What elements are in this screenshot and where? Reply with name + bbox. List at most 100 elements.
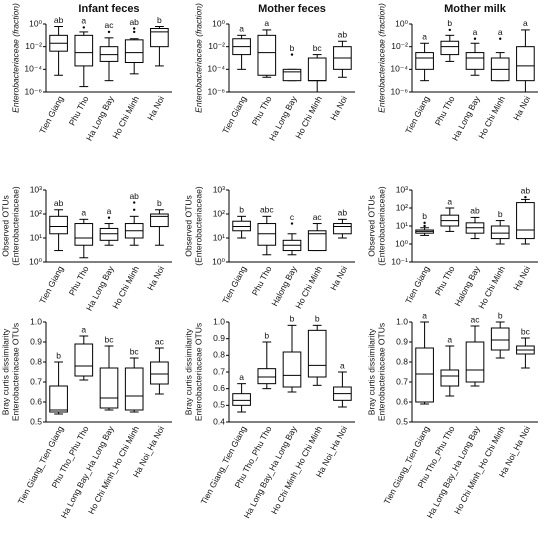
x-tick-label: Tien Giang [220, 94, 248, 135]
y-tick-label: 10⁻⁶ [391, 86, 408, 96]
group-letter: a [447, 196, 452, 206]
outlier [133, 208, 136, 211]
y-tick-label: 10² [213, 208, 225, 218]
group-letter: a [81, 324, 86, 334]
y-axis-label: (Enterobacteriaceae) [193, 186, 203, 266]
box [150, 361, 169, 385]
box [49, 385, 68, 413]
group-letter: abc [260, 205, 274, 215]
box [282, 68, 302, 82]
outlier [133, 201, 136, 204]
outlier [82, 26, 86, 29]
box [124, 39, 144, 64]
group-letter: ab [129, 17, 139, 27]
group-letter: b [498, 310, 503, 320]
y-axis-label: Enterobacteriaceae OTUs [10, 323, 20, 421]
group-letter: a [81, 208, 86, 218]
outlier [290, 222, 294, 225]
box [307, 57, 327, 82]
box [415, 347, 434, 403]
y-tick-label: 10⁻⁴ [207, 64, 225, 74]
y-tick-label: 10² [396, 202, 408, 212]
box [415, 52, 434, 70]
y-tick-label: 1.0 [30, 316, 42, 326]
group-letter: ab [338, 30, 348, 40]
y-tick-label: 0.4 [213, 416, 225, 426]
y-tick-label: 10⁻² [391, 41, 408, 51]
group-letter: a [81, 16, 86, 26]
box [282, 351, 302, 388]
y-tick-label: 10⁻⁶ [25, 86, 42, 96]
box [74, 34, 94, 67]
y-tick-label: 10³ [30, 184, 42, 194]
y-axis-label: Observed OTUs [183, 195, 193, 256]
x-tick-label: Tien Giang [403, 264, 431, 305]
x-tick-label: Ha Noi [328, 264, 349, 292]
outlier [423, 224, 426, 228]
y-tick-label: 0.9 [213, 333, 225, 343]
y-tick-label: 10² [30, 208, 42, 218]
box [232, 220, 251, 232]
group-letter: a [340, 360, 345, 370]
outlier [448, 28, 451, 32]
y-axis-label: (Enterobacteriaceae) [376, 186, 386, 266]
y-tick-label: 0.7 [213, 366, 225, 376]
outlier [524, 195, 527, 199]
box [333, 223, 352, 235]
box [49, 215, 68, 235]
y-tick-label: 10⁻² [25, 41, 42, 51]
group-letter: a [523, 18, 528, 28]
box [307, 329, 327, 378]
y-axis-label: Enterobacteriaceae OTUs [376, 323, 386, 421]
group-letter: b [422, 211, 427, 221]
x-tick-label: Tien Giang_Tien Giang [16, 424, 66, 506]
box [465, 341, 485, 383]
y-tick-label: 10⁰ [212, 18, 225, 28]
x-tick-label: Phu Tho [67, 264, 91, 297]
box [257, 368, 277, 385]
y-axis-label: Bray curtis dissimilarity [0, 328, 10, 415]
group-letter: a [473, 27, 478, 37]
group-letter: a [422, 310, 427, 320]
outlier [107, 30, 111, 34]
outlier [107, 216, 111, 219]
y-tick-label: 0.6 [396, 396, 408, 406]
x-tick-label: Ha Noi [145, 94, 166, 122]
x-tick-label: Ha Noi [511, 264, 532, 292]
group-letter: b [315, 314, 320, 324]
outlier [499, 37, 502, 40]
group-letter: a [264, 18, 269, 28]
group-letter: ac [313, 212, 323, 222]
box [307, 230, 327, 252]
group-letter: b [239, 205, 244, 215]
y-tick-label: 0.6 [213, 383, 225, 393]
group-letter: a [107, 206, 112, 216]
outlier [423, 221, 426, 225]
group-letter: c [290, 212, 295, 222]
x-tick-label: Tien Giang [37, 264, 65, 305]
y-axis-label: Enterobacteriaceae (fraction) [376, 3, 386, 113]
group-letter: b [56, 350, 61, 360]
x-tick-label: Phu Tho [67, 94, 91, 127]
group-letter: a [447, 334, 452, 344]
box [490, 225, 510, 240]
y-tick-label: 10⁻⁶ [208, 86, 225, 96]
box [150, 28, 169, 48]
group-letter: b [498, 209, 503, 219]
x-tick-label: Phu Tho [433, 264, 457, 297]
x-tick-label: Phu Tho [250, 94, 274, 127]
x-tick-label: Tien Giang_Tien Giang [382, 424, 432, 506]
group-letter: bc [105, 334, 115, 344]
y-tick-label: 10⁰ [29, 256, 42, 266]
outlier [133, 27, 136, 30]
group-letter: ab [54, 15, 64, 25]
group-letter: ac [155, 336, 165, 346]
box [232, 393, 251, 406]
y-axis-label: Observed OTUs [366, 195, 376, 256]
x-tick-label: Tien Giang_Tien Giang [199, 424, 249, 506]
y-tick-label: 10⁰ [212, 256, 225, 266]
group-letter: b [290, 43, 295, 53]
box [74, 223, 94, 246]
y-axis-label: Observed OTUs [0, 195, 10, 256]
